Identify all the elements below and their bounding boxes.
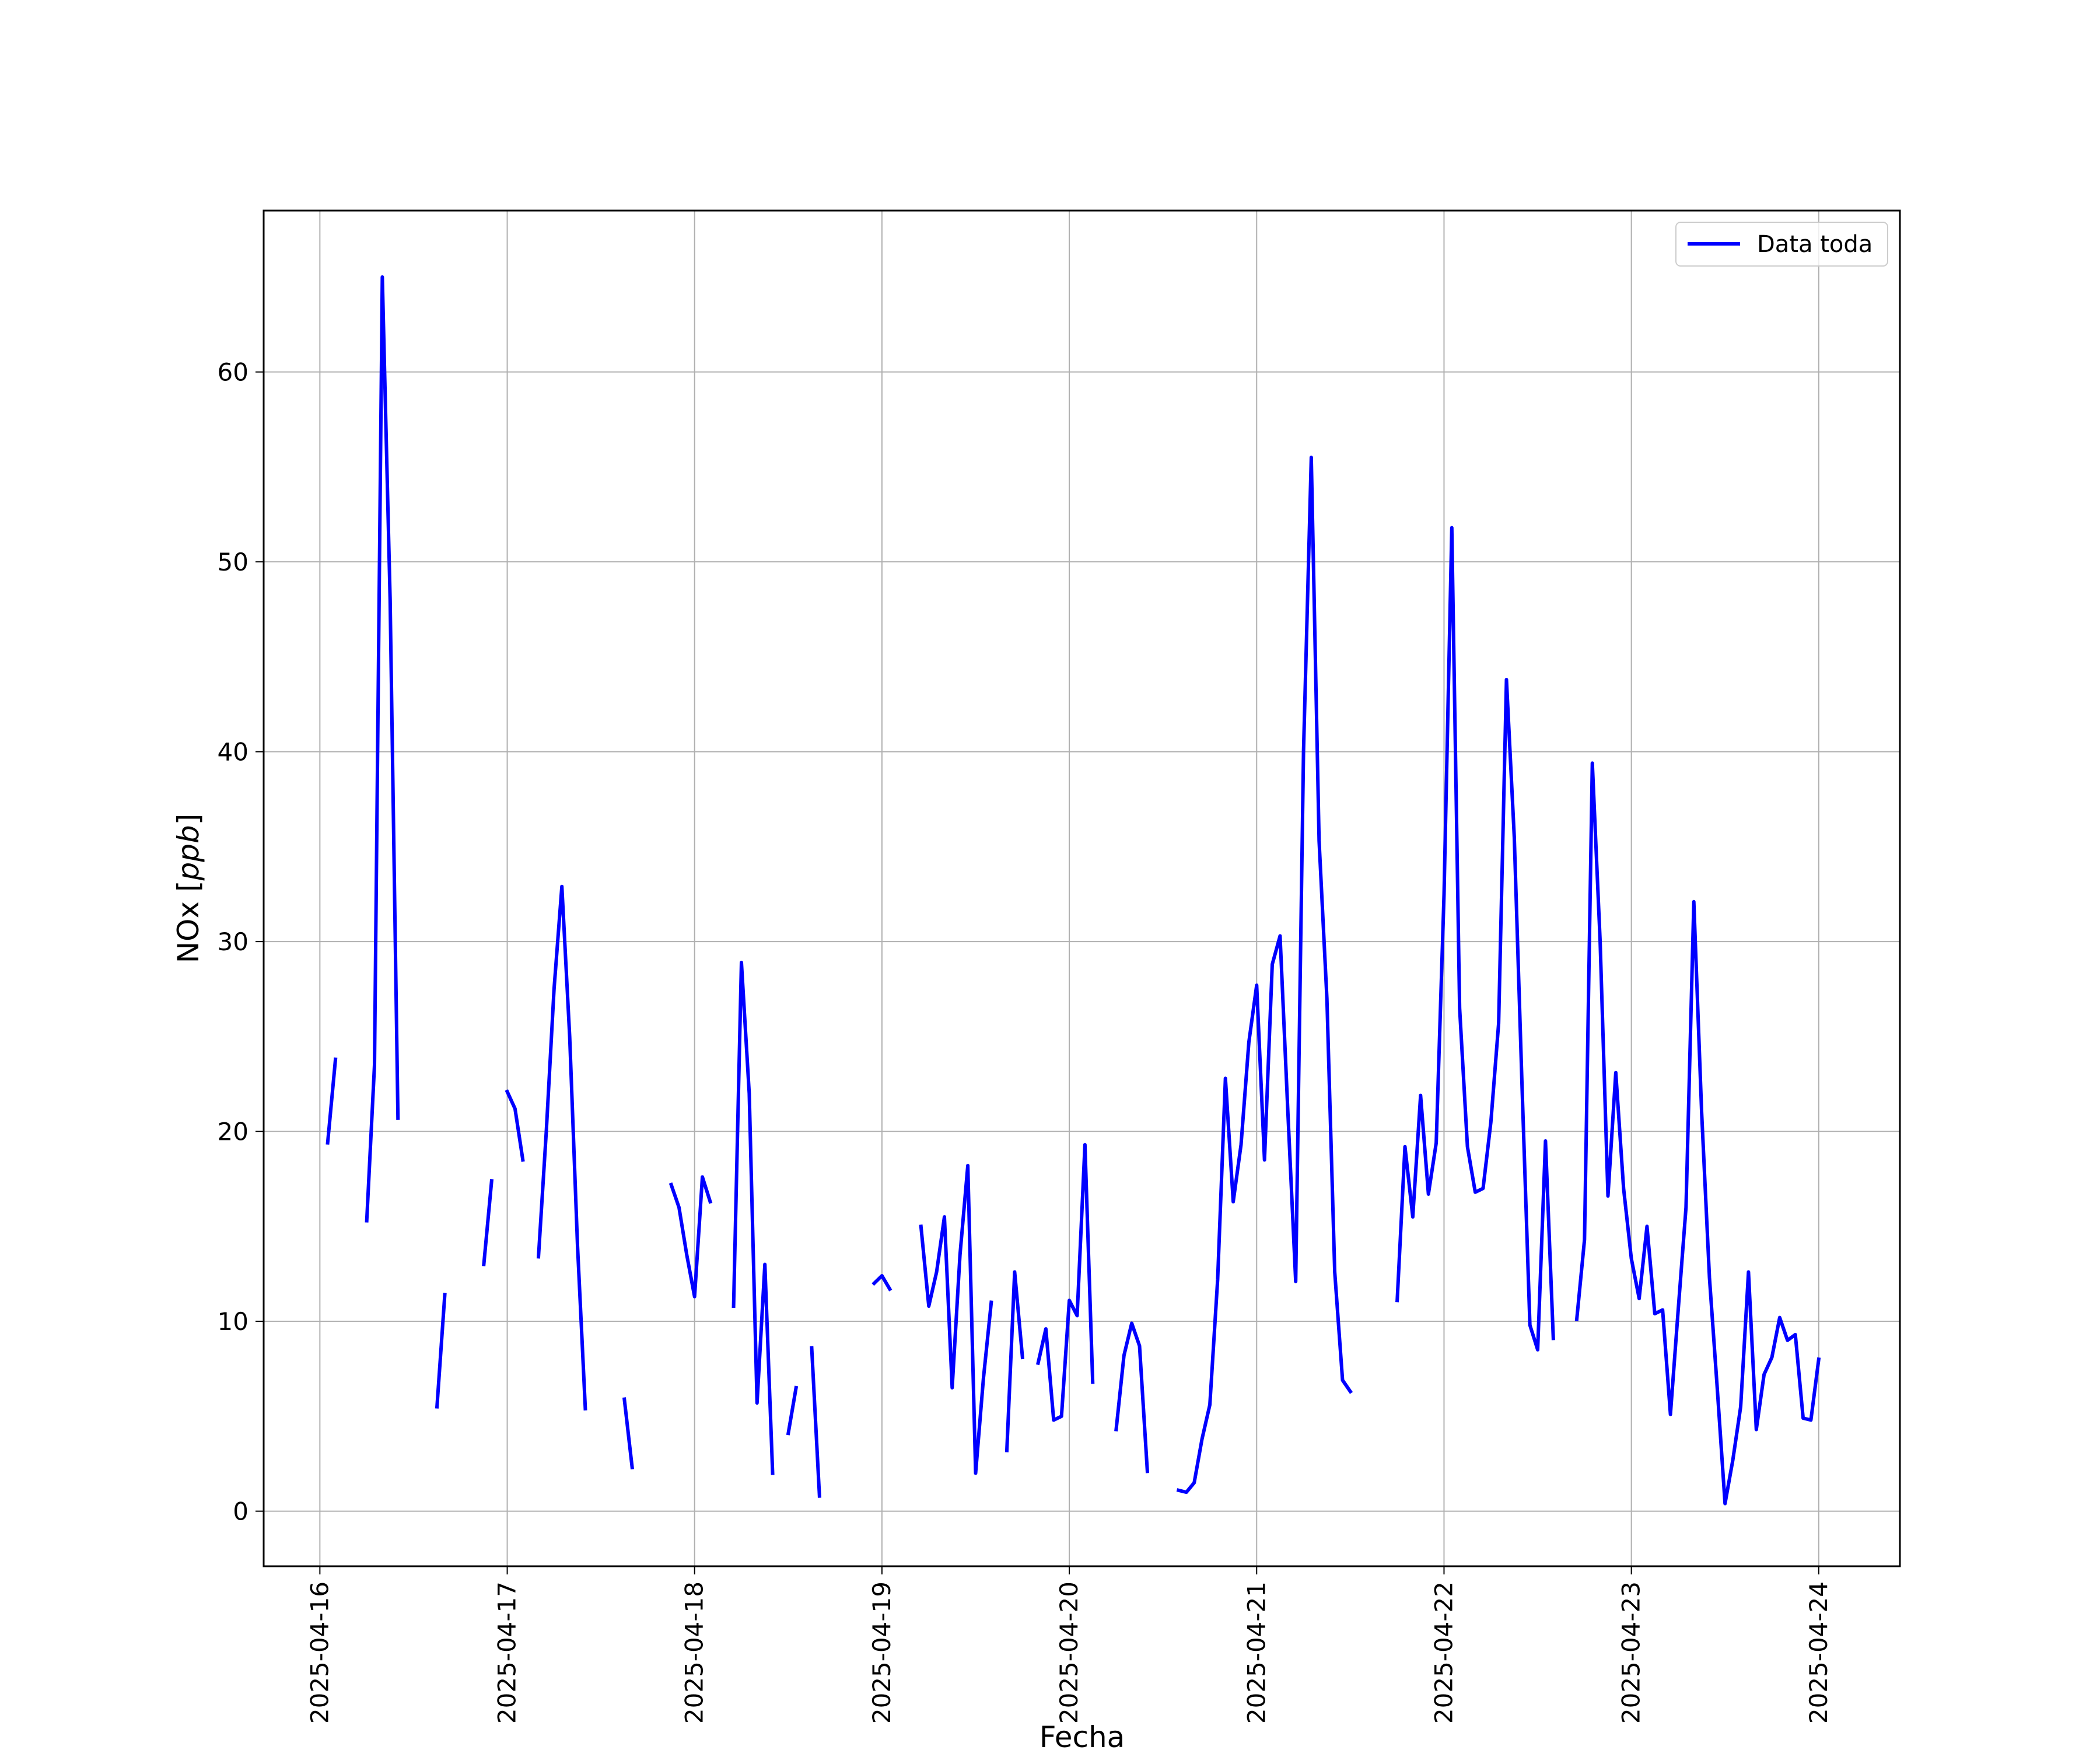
x-axis-label: Fecha: [1040, 1720, 1125, 1750]
x-tick-label: 2025-04-22: [1429, 1581, 1458, 1724]
series-line-segment: [919, 1164, 993, 1475]
series-line-segment: [435, 1293, 447, 1409]
grid: [264, 211, 1900, 1566]
x-tick-label: 2025-04-24: [1804, 1581, 1833, 1724]
x-tick-label: 2025-04-17: [493, 1581, 522, 1724]
series-line-segment: [1114, 1321, 1150, 1474]
y-tick-label: 50: [218, 548, 249, 576]
plot-frame: [262, 209, 1901, 1567]
y-tick-label: 0: [233, 1497, 249, 1526]
series-line-segment: [1036, 1143, 1095, 1422]
x-tick-label: 2025-04-18: [680, 1581, 709, 1724]
y-tick-label: 40: [218, 738, 249, 766]
series-line-segment: [622, 1397, 635, 1470]
series-line-segment: [1176, 456, 1353, 1494]
x-tick-label: 2025-04-23: [1617, 1581, 1646, 1724]
legend-label-data-toda: Data toda: [1757, 231, 1873, 258]
series-line-segment: [365, 275, 400, 1223]
y-axis-label: NOx [ppb]: [172, 814, 205, 963]
series-line-segment: [536, 884, 587, 1410]
x-tick-label: 2025-04-20: [1055, 1581, 1083, 1724]
x-tick-label: 2025-04-21: [1242, 1581, 1270, 1724]
y-tick-label: 60: [218, 358, 249, 387]
series-line-segment: [810, 1346, 821, 1498]
x-tick-label: 2025-04-16: [305, 1581, 334, 1724]
y-axis-ticks: 0 10 20 30 40 50 60: [218, 358, 264, 1526]
series-line-segment: [786, 1385, 799, 1436]
legend: Data toda: [1675, 222, 1888, 267]
series-data-toda: [326, 275, 1821, 1506]
x-tick-label: 2025-04-19: [867, 1581, 896, 1724]
series-line-segment: [1395, 526, 1555, 1352]
x-axis-ticks: 2025-04-16 2025-04-17 2025-04-18 2025-04-19…: [305, 1566, 1833, 1724]
legend-box: [1675, 222, 1888, 267]
series-line-segment: [505, 1089, 525, 1162]
y-tick-label: 30: [218, 928, 249, 956]
y-tick-label: 10: [218, 1307, 249, 1336]
series-line-segment: [1574, 761, 1821, 1506]
y-tick-label: 20: [218, 1118, 249, 1146]
series-line-segment: [872, 1274, 892, 1292]
series-line-segment: [668, 1175, 713, 1298]
series-line-segment: [326, 1057, 338, 1145]
series-line-segment: [732, 960, 775, 1475]
plot-area: [264, 211, 1900, 1566]
series-line-segment: [1005, 1270, 1025, 1452]
series-line-segment: [482, 1179, 494, 1266]
